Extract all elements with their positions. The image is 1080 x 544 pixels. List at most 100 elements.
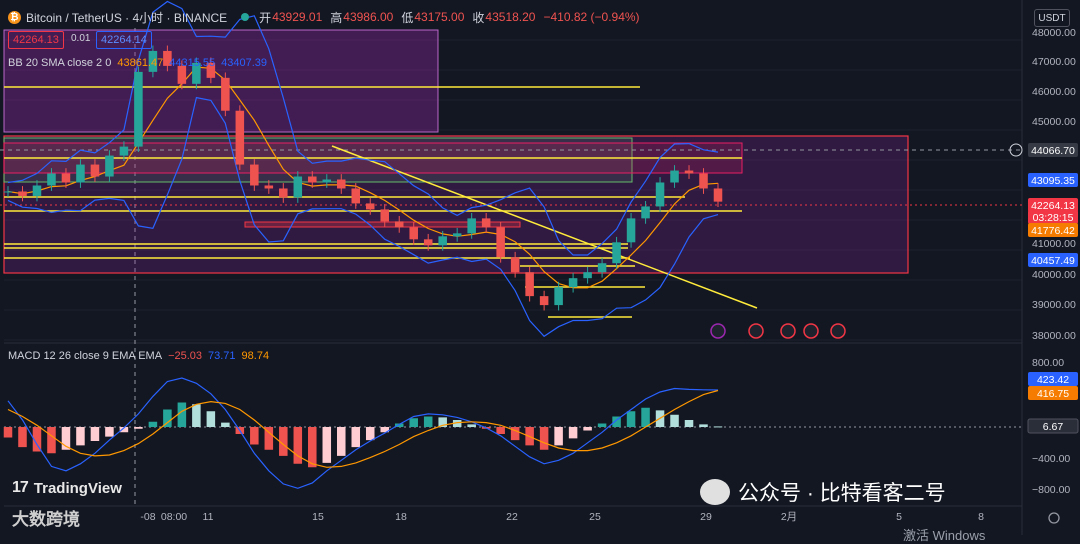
candle-body bbox=[221, 77, 230, 111]
time-axis-tick: 5 bbox=[896, 511, 902, 523]
low-value: 43175.00 bbox=[414, 10, 465, 24]
price-axis-tag bbox=[1028, 143, 1078, 157]
bb-lower-line bbox=[7, 96, 719, 338]
macd-hist-bar bbox=[626, 411, 636, 427]
macd-legend[interactable]: MACD 12 26 close 9 EMA EMA −25.03 73.71 … bbox=[8, 350, 269, 362]
candle-body bbox=[539, 296, 549, 306]
candle-body bbox=[192, 62, 201, 84]
candle-body bbox=[163, 50, 172, 66]
macd-hist-bar bbox=[597, 423, 607, 427]
price-axis-tick: 40000.00 bbox=[1032, 269, 1076, 281]
macd-hist-bar bbox=[264, 427, 274, 450]
macd-hist-bar bbox=[322, 427, 332, 463]
us-flag-event-icon bbox=[780, 323, 796, 339]
us-flag-event-icon bbox=[830, 323, 846, 339]
candle-body bbox=[655, 182, 665, 207]
candle-body bbox=[105, 155, 114, 177]
us-flag-event-icon bbox=[748, 323, 764, 339]
price-axis-tag bbox=[1028, 210, 1078, 224]
candle-body bbox=[134, 71, 143, 147]
macd-hist-bar bbox=[293, 427, 303, 464]
settings-gear-icon bbox=[1048, 512, 1060, 524]
macd-hist-bar bbox=[148, 421, 158, 427]
macd-hist-bar bbox=[713, 426, 723, 428]
time-axis-tick: 2月 bbox=[781, 511, 797, 523]
candle-body bbox=[626, 218, 636, 243]
high-label: 高 bbox=[330, 10, 343, 25]
price-axis-tick: 38000.00 bbox=[1032, 330, 1076, 342]
macd-axis-tick: −400.00 bbox=[1032, 453, 1070, 465]
candle-body bbox=[423, 239, 433, 246]
macd-hist-bar bbox=[641, 407, 650, 427]
bb-upper-value: 44315.55 bbox=[169, 57, 216, 69]
candle-body bbox=[250, 164, 259, 186]
macd-line bbox=[7, 377, 719, 489]
candle-body bbox=[119, 146, 129, 156]
macd-hist-bar bbox=[496, 427, 505, 434]
macd-hist-bar bbox=[119, 427, 129, 433]
candle-body bbox=[481, 218, 491, 228]
macd-hist-bar bbox=[423, 416, 433, 427]
add-alert-plus-icon bbox=[1009, 143, 1023, 157]
cn-watermark: 大数跨境 bbox=[12, 510, 80, 529]
us-flag-event-icon bbox=[803, 323, 819, 339]
price-axis-tick: 45000.00 bbox=[1032, 116, 1076, 128]
close-label: 收 bbox=[472, 10, 485, 25]
candle-body bbox=[525, 272, 534, 297]
candle-body bbox=[699, 173, 708, 189]
candle-body bbox=[279, 188, 288, 198]
time-axis-tick: 22 bbox=[506, 511, 518, 523]
macd-hist-bar bbox=[192, 404, 201, 427]
candle-body bbox=[308, 176, 317, 183]
candle-body bbox=[394, 221, 404, 228]
tradingview-brand: TradingView bbox=[33, 479, 122, 497]
price-axis-tag bbox=[1028, 198, 1078, 212]
macd-hist-bar bbox=[177, 402, 187, 427]
macd-hist-bar bbox=[583, 427, 592, 431]
candle-body bbox=[3, 191, 13, 193]
macd-hist-bar bbox=[134, 427, 143, 429]
bb-legend-name: BB 20 SMA close 2 0 bbox=[8, 57, 112, 69]
macd-hist-bar bbox=[409, 418, 418, 427]
candle-body bbox=[380, 209, 389, 222]
price-axis-tag-label: 03:28:15 bbox=[1033, 212, 1074, 224]
candle-body bbox=[90, 164, 100, 177]
bb-basis-value: 43861.47 bbox=[117, 57, 164, 69]
wechat-icon bbox=[700, 479, 730, 505]
macd-signal-line bbox=[7, 389, 719, 468]
price-axis-tick: 41000.00 bbox=[1032, 238, 1076, 250]
price-axis-tag bbox=[1028, 173, 1078, 187]
macd-hist-bar bbox=[250, 427, 259, 445]
macd-hist-bar bbox=[221, 422, 230, 427]
buy-price-button[interactable]: 42264.14 bbox=[96, 31, 152, 49]
high-value: 43986.00 bbox=[343, 10, 394, 24]
bitcoin-logo-icon: ₿ bbox=[8, 10, 21, 24]
price-axis-tick: 47000.00 bbox=[1032, 56, 1076, 68]
candle-body bbox=[61, 173, 71, 183]
candle-body bbox=[206, 62, 216, 78]
close-value: 43518.20 bbox=[485, 10, 536, 24]
symbol-title[interactable]: Bitcoin / TetherUS · 4小时 · BINANCE bbox=[26, 10, 228, 25]
symbol-header: ₿ Bitcoin / TetherUS · 4小时 · BINANCE 开 43… bbox=[8, 8, 648, 26]
price-axis-tick: 46000.00 bbox=[1032, 86, 1076, 98]
candle-body bbox=[293, 176, 303, 198]
candle-body bbox=[47, 173, 56, 186]
macd-hist-bar bbox=[90, 427, 100, 441]
macd-signal-value: 98.74 bbox=[241, 350, 270, 362]
open-label: 开 bbox=[259, 10, 272, 25]
candle-body bbox=[670, 170, 679, 183]
price-axis-tag-label: 42264.13 bbox=[1031, 200, 1075, 212]
macd-hist-bar bbox=[337, 427, 346, 456]
price-axis-tick: 48000.00 bbox=[1032, 27, 1076, 39]
time-axis-tick: 11 bbox=[203, 511, 214, 523]
sell-price-button[interactable]: 42264.13 bbox=[8, 31, 64, 49]
bb-upper-line bbox=[7, 0, 719, 256]
macd-hist-bar bbox=[670, 414, 679, 427]
macd-hist-bar bbox=[452, 420, 462, 427]
macd-axis-tag bbox=[1028, 386, 1078, 400]
bb-legend[interactable]: BB 20 SMA close 2 0 43861.47 44315.55 43… bbox=[8, 57, 267, 69]
macd-hist-bar bbox=[206, 411, 216, 427]
candle-body bbox=[409, 227, 418, 240]
currency-select[interactable]: USDT bbox=[1034, 9, 1070, 27]
